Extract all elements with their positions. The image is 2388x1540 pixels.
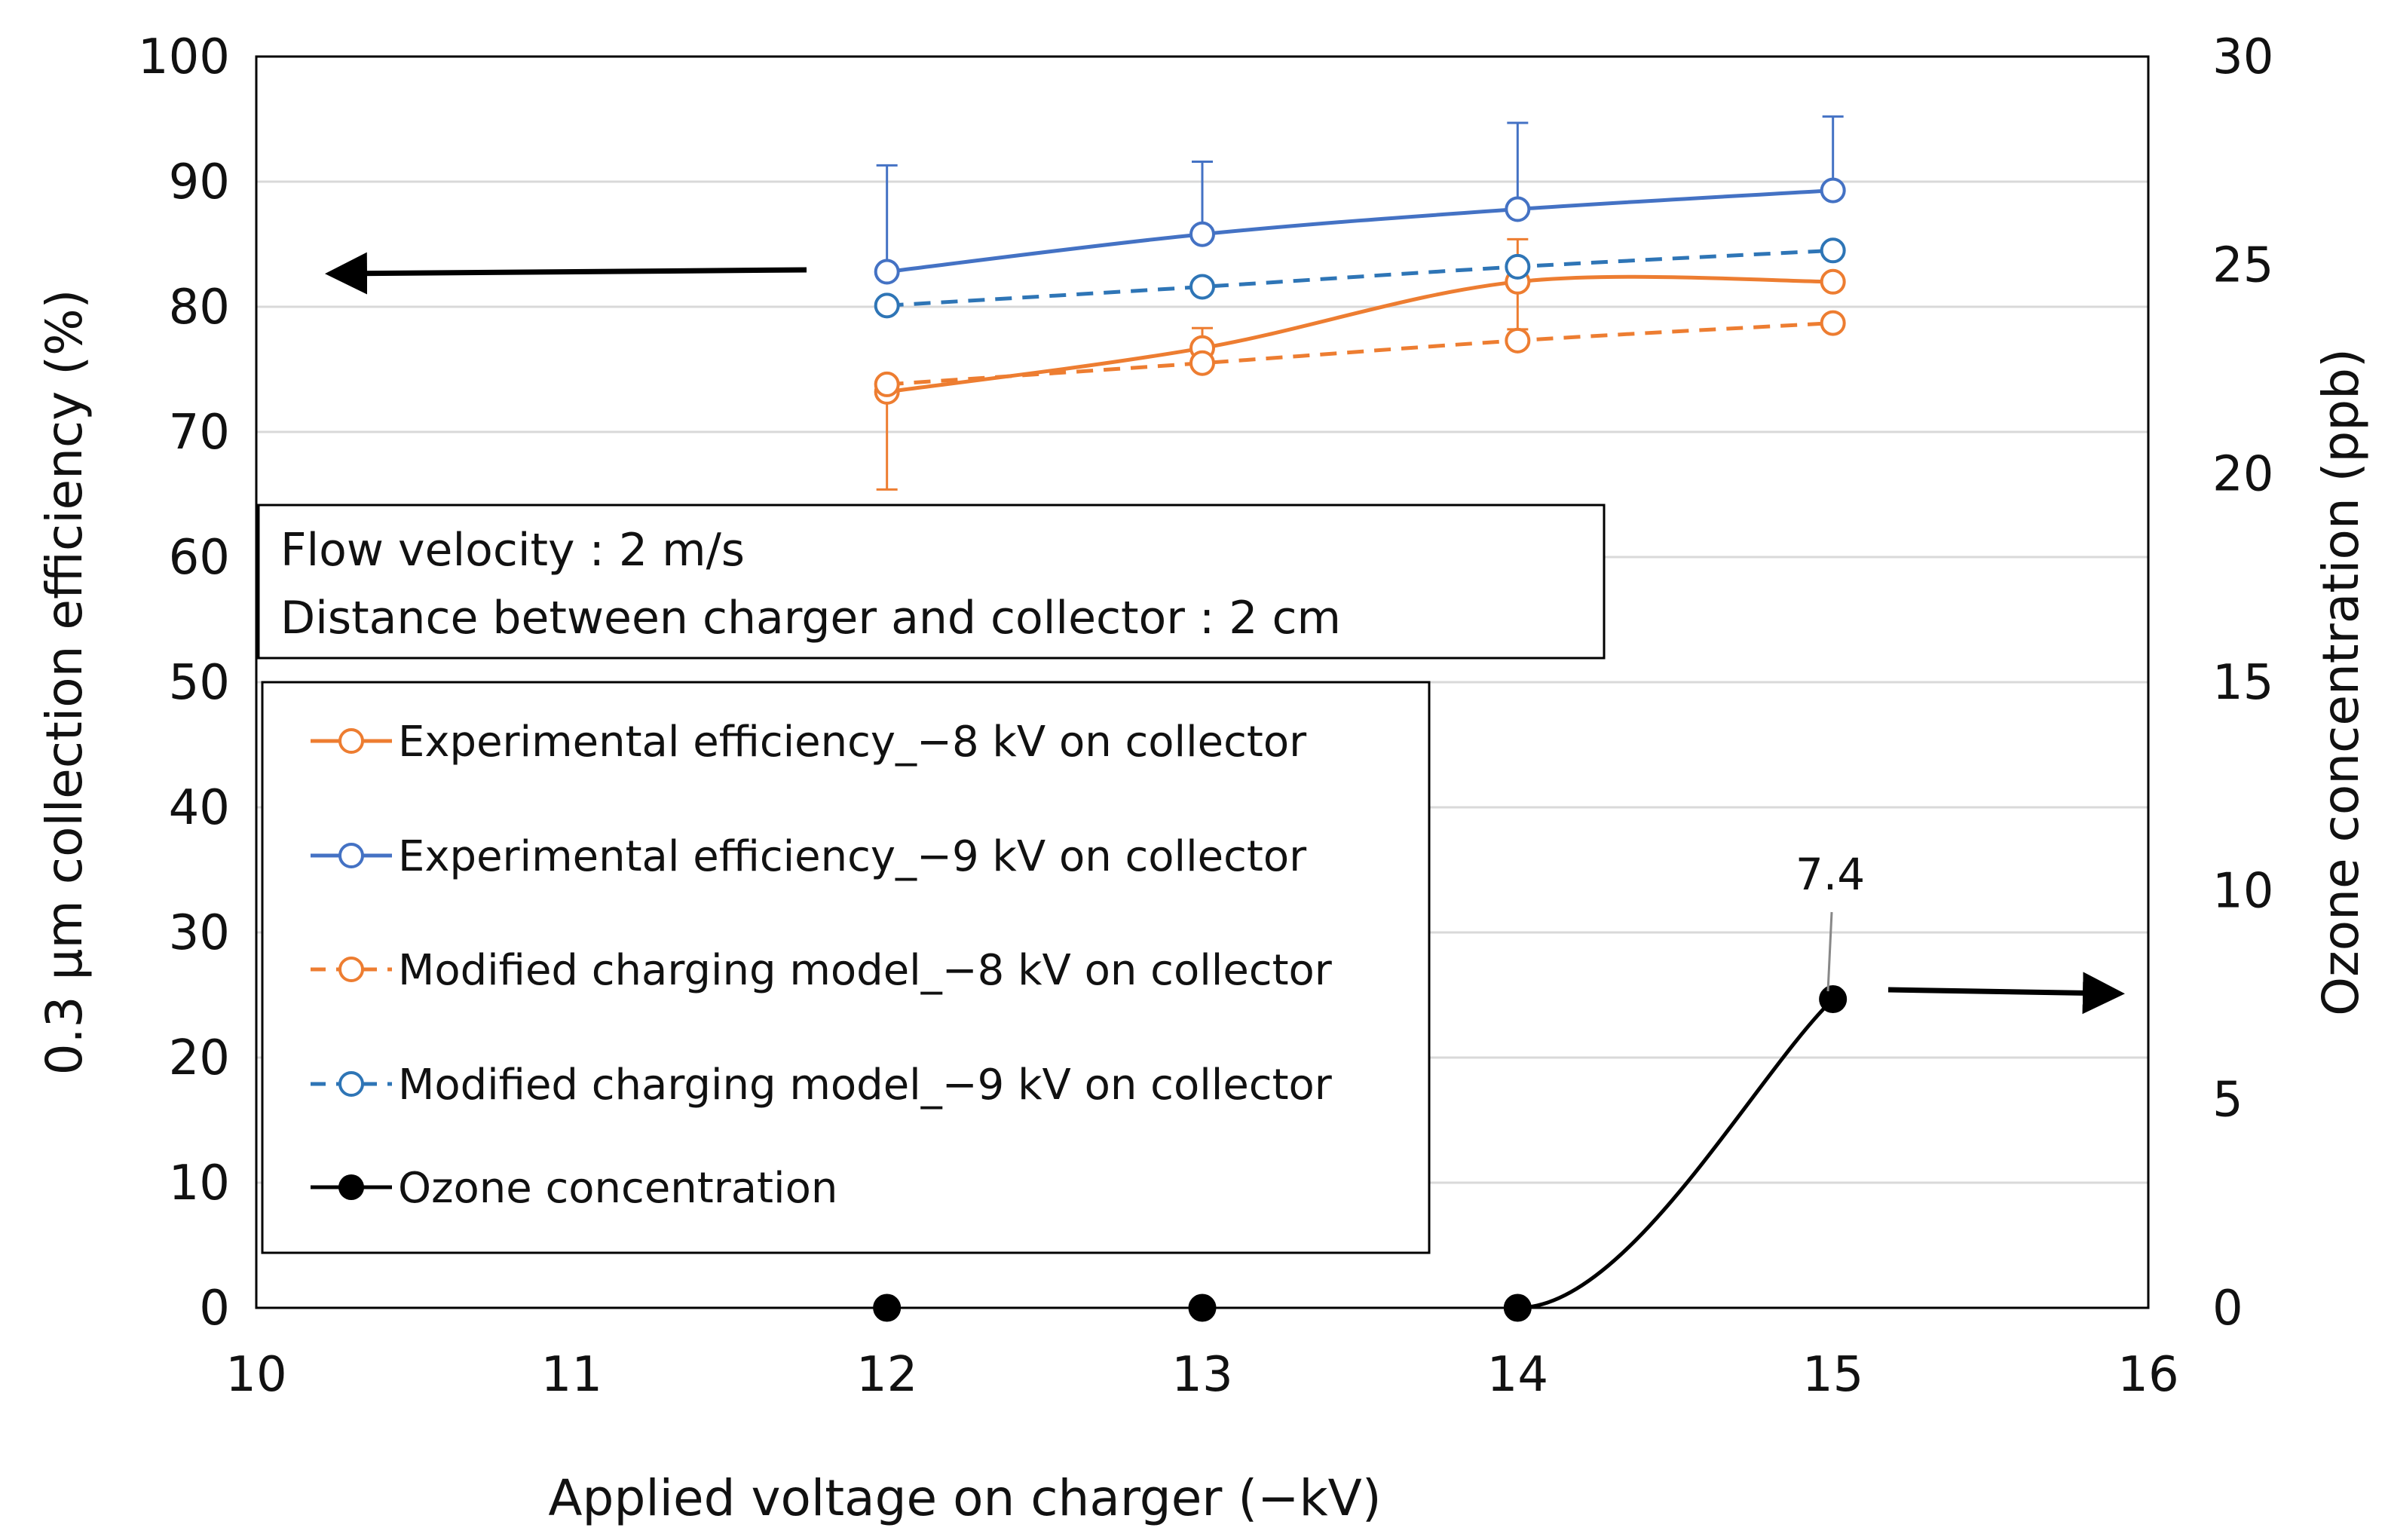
x-tick-label: 14 (1487, 1347, 1548, 1403)
y-tick-label-right: 25 (2212, 238, 2273, 294)
y-tick-label-right: 20 (2212, 446, 2273, 502)
legend-item-modified-charging-model-8-kv-on-collector: Modified charging model_−8 kV on collect… (311, 946, 1333, 995)
x-tick-label: 15 (1802, 1347, 1863, 1403)
series-experimental-efficiency-9-kv-on-collector (874, 115, 1846, 285)
legend-label: Experimental efficiency_−8 kV on collect… (398, 718, 1307, 767)
y-tick-label-left: 30 (169, 905, 230, 961)
legend-marker (338, 1174, 364, 1200)
data-point (1505, 253, 1531, 280)
data-point (1819, 985, 1848, 1014)
y-tick-label-left: 10 (169, 1156, 230, 1211)
legend-item-ozone-concentration: Ozone concentration (311, 1164, 837, 1213)
x-tick-label: 13 (1171, 1347, 1232, 1403)
x-tick-label: 11 (541, 1347, 602, 1403)
y-tick-label-right: 10 (2212, 864, 2273, 920)
y-tick-label-left: 40 (169, 780, 230, 836)
annotation-7-4: 7.4 (1796, 849, 1865, 992)
y-tick-label-right: 0 (2212, 1281, 2243, 1336)
y-axis-right: 0 5 10 15 20 25 30 (2212, 29, 2273, 1336)
info-line-1: Flow velocity : 2 m/s (280, 524, 745, 577)
data-point (1820, 237, 1846, 264)
x-axis: 10 11 12 13 14 15 16 (225, 1347, 2178, 1403)
legend-item-experimental-efficiency-9-kv-on-collector: Experimental efficiency_−9 kV on collect… (311, 832, 1307, 881)
data-point (1820, 268, 1846, 295)
arrow-right-axis-indicator (1887, 972, 2125, 1015)
data-point (874, 259, 900, 285)
y-tick-label-left: 20 (169, 1030, 230, 1086)
data-point (1820, 310, 1846, 336)
y-tick-label-left: 60 (169, 530, 230, 586)
legend-marker (338, 957, 364, 982)
info-line-2: Distance between charger and collector :… (280, 592, 1341, 644)
y-tick-label-left: 90 (169, 155, 230, 210)
data-point (1820, 177, 1846, 204)
legend-marker (338, 728, 364, 754)
series-line (886, 248, 1833, 308)
legend-marker (338, 1071, 364, 1097)
legend: Experimental efficiency_−8 kV on collect… (261, 681, 1431, 1254)
x-tick-label: 16 (2117, 1347, 2178, 1403)
series-modified-charging-model-8-kv-on-collector (874, 310, 1846, 397)
data-point (1503, 1294, 1532, 1322)
legend-item-modified-charging-model-9-kv-on-collector: Modified charging model_−9 kV on collect… (311, 1061, 1333, 1110)
y-tick-label-right: 5 (2212, 1072, 2243, 1128)
info-box-frame (257, 504, 1606, 660)
legend-label: Experimental efficiency_−9 kV on collect… (398, 832, 1307, 881)
series-line (1517, 997, 1835, 1310)
data-point (874, 371, 900, 397)
x-tick-label: 12 (856, 1347, 917, 1403)
y-tick-label-left: 100 (138, 29, 230, 85)
legend-frame (261, 681, 1431, 1254)
series-modified-charging-model-9-kv-on-collector (874, 237, 1846, 319)
data-point (1189, 274, 1215, 300)
series-line (886, 188, 1833, 274)
y-axis-left: 0 10 20 30 40 50 60 70 80 90 100 (138, 29, 230, 1336)
legend-label: Ozone concentration (398, 1164, 837, 1213)
data-point (1505, 196, 1531, 222)
legend-item-experimental-efficiency-8-kv-on-collector: Experimental efficiency_−8 kV on collect… (311, 718, 1307, 767)
series-layer (873, 115, 1848, 1322)
data-point (1189, 221, 1215, 247)
series-ozone-concentration (873, 985, 1848, 1322)
y-axis-right-title: Ozone concentration (ppb) (2312, 348, 2370, 1016)
data-point (1505, 327, 1531, 354)
legend-label: Modified charging model_−9 kV on collect… (398, 1061, 1333, 1110)
legend-label: Modified charging model_−8 kV on collect… (398, 946, 1333, 995)
y-tick-label-left: 80 (169, 280, 230, 335)
x-tick-label: 10 (225, 1347, 286, 1403)
y-tick-label-left: 0 (199, 1281, 230, 1336)
data-point (1189, 350, 1215, 376)
info-box: Flow velocity : 2 m/s Distance between c… (257, 504, 1606, 660)
annotation-label: 7.4 (1796, 849, 1865, 900)
y-axis-left-title: 0.3 μm collection efficiency (%) (35, 289, 93, 1076)
legend-marker (338, 843, 364, 868)
y-tick-label-right: 15 (2212, 655, 2273, 711)
y-tick-label-left: 70 (169, 405, 230, 461)
y-tick-label-left: 50 (169, 655, 230, 711)
data-point (1188, 1294, 1217, 1322)
arrow-left-axis-indicator (325, 252, 807, 295)
data-point (874, 292, 900, 319)
annotation-leader-line (1826, 911, 1833, 992)
data-point (873, 1294, 902, 1322)
y-tick-label-right: 30 (2212, 29, 2273, 85)
x-axis-title: Applied voltage on charger (−kV) (548, 1469, 1381, 1527)
series-line (886, 321, 1833, 387)
